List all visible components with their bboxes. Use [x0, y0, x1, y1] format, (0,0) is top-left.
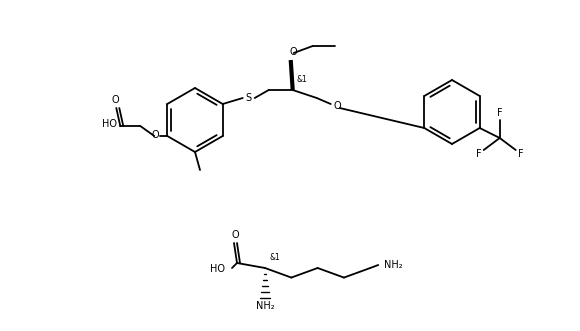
- Text: F: F: [476, 149, 481, 159]
- Text: F: F: [497, 108, 502, 118]
- Text: &1: &1: [270, 253, 281, 262]
- Text: S: S: [246, 93, 252, 103]
- Text: O: O: [151, 130, 160, 140]
- Text: &1: &1: [297, 75, 307, 84]
- Text: HO: HO: [210, 264, 225, 274]
- Text: HO: HO: [102, 119, 117, 129]
- Text: F: F: [518, 149, 524, 159]
- Text: O: O: [334, 101, 342, 111]
- Text: O: O: [290, 47, 298, 57]
- Text: NH₂: NH₂: [256, 301, 274, 311]
- Text: O: O: [231, 230, 239, 240]
- Text: O: O: [111, 95, 119, 105]
- Text: NH₂: NH₂: [384, 260, 403, 270]
